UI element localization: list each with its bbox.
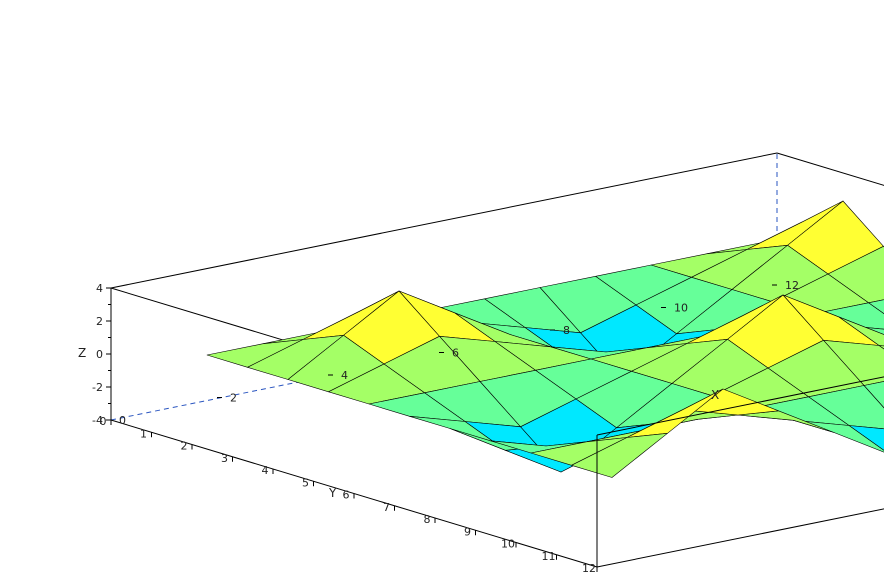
y-tick-label: 10 xyxy=(501,538,515,551)
surface-facet xyxy=(868,299,884,315)
x-tick-label: 0 xyxy=(119,414,126,427)
y-tick-label: 6 xyxy=(343,489,350,502)
z-tick-label: 4 xyxy=(96,282,103,295)
box-edge xyxy=(776,152,884,186)
surface-mesh xyxy=(206,200,884,478)
x-tick-label: 10 xyxy=(674,302,688,315)
z-tick-label: -2 xyxy=(92,381,103,394)
z-tick-label: -4 xyxy=(92,414,103,427)
x-tick-label: 6 xyxy=(452,347,459,360)
z-tick-label: 2 xyxy=(96,315,103,328)
y-tick-label: 3 xyxy=(221,452,228,465)
x-tick-label: 2 xyxy=(230,392,237,405)
x-axis-title: X xyxy=(711,388,719,402)
y-tick-label: 1 xyxy=(140,427,147,440)
x-tick-label: 8 xyxy=(563,324,570,337)
z-tick-label: 0 xyxy=(96,348,103,361)
y-tick-label: 12 xyxy=(582,562,596,572)
y-axis-title: Y xyxy=(328,486,337,500)
y-tick-label: 8 xyxy=(424,513,431,526)
y-tick-label: 5 xyxy=(302,476,309,489)
box-edge xyxy=(596,376,884,436)
y-tick-label: 4 xyxy=(262,464,269,477)
y-tick-label: 2 xyxy=(181,440,188,453)
x-tick-label: 12 xyxy=(785,279,799,292)
y-tick-label: 9 xyxy=(464,525,471,538)
surface-facet xyxy=(863,381,884,409)
x-tick-label: 4 xyxy=(341,369,348,382)
y-tick-label: 7 xyxy=(383,501,390,514)
y-tick-label: 11 xyxy=(542,550,556,563)
box-edge xyxy=(110,152,778,289)
box-edge xyxy=(596,508,884,568)
z-axis-title: Z xyxy=(78,346,86,360)
y-tick-label: 0 xyxy=(100,415,107,428)
surface-facet xyxy=(571,432,668,478)
